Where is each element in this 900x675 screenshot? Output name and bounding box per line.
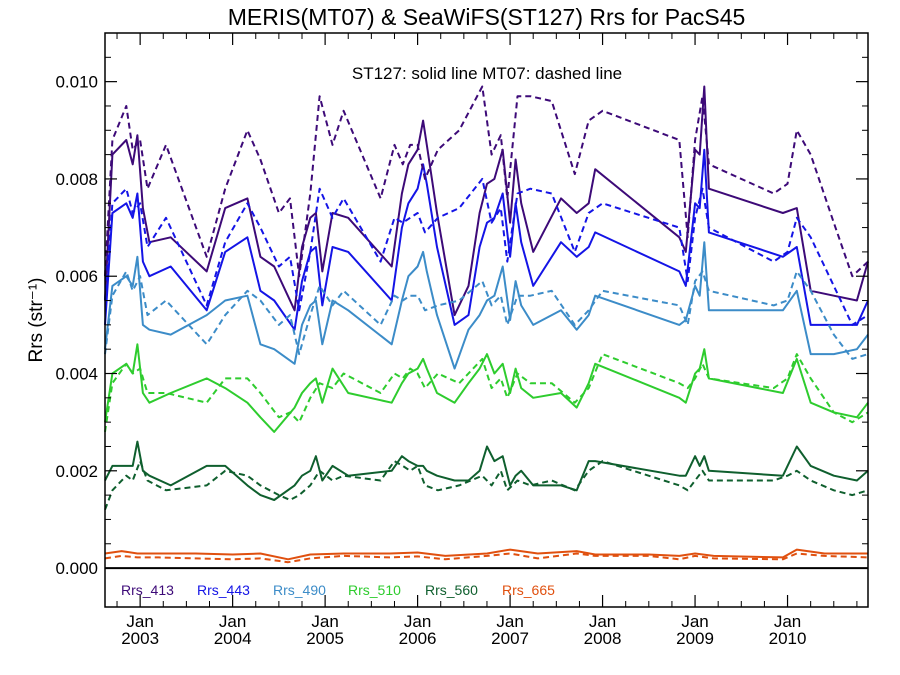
x-tick-month-label: Jan	[311, 612, 338, 631]
y-axis-label: Rrs (str⁻¹)	[26, 278, 47, 363]
series-line-rrs_665-solid	[104, 548, 868, 561]
series-line-rrs_665-dashed	[104, 552, 869, 564]
x-tick-year-label: 2006	[399, 629, 437, 648]
line-style-annotation: ST127: solid line MT07: dashed line	[352, 64, 622, 83]
series-line-rrs_413-dashed	[104, 85, 869, 278]
chart-title: MERIS(MT07) & SeaWiFS(ST127) Rrs for Pac…	[228, 4, 746, 30]
x-tick-year-label: 2007	[491, 629, 529, 648]
y-tick-label: 0.006	[55, 267, 98, 286]
axes-layer: 0.0000.0020.0040.0060.0080.010Jan2003Jan…	[55, 32, 869, 648]
x-tick-month-label: Jan	[219, 612, 246, 631]
legend-item-rrs_560: Rrs_560	[425, 582, 478, 598]
x-tick-year-label: 2009	[676, 629, 714, 648]
legend-item-rrs_413: Rrs_413	[121, 582, 174, 598]
series-line-rrs_490-dashed	[104, 270, 869, 360]
series-line-rrs_560-solid	[104, 440, 869, 501]
x-tick-month-label: Jan	[126, 612, 153, 631]
x-tick-month-label: Jan	[589, 612, 616, 631]
series-layer	[104, 85, 869, 564]
series-line-rrs_560-dashed	[104, 460, 869, 511]
y-tick-label: 0.010	[55, 73, 98, 92]
series-line-rrs_443-solid	[104, 148, 869, 331]
x-tick-month-label: Jan	[496, 612, 523, 631]
x-tick-month-label: Jan	[681, 612, 708, 631]
y-tick-label: 0.002	[55, 462, 98, 481]
x-tick-year-label: 2003	[121, 629, 159, 648]
x-tick-month-label: Jan	[774, 612, 801, 631]
legend-item-rrs_443: Rrs_443	[197, 582, 250, 598]
x-tick-year-label: 2010	[769, 629, 807, 648]
y-tick-label: 0.008	[55, 170, 98, 189]
series-line-rrs_510-dashed	[104, 353, 869, 433]
series-line-rrs_413-solid	[104, 85, 869, 317]
x-tick-year-label: 2005	[306, 629, 344, 648]
series-line-rrs_510-solid	[104, 343, 869, 433]
series-line-rrs_443-dashed	[104, 177, 869, 326]
y-tick-label: 0.000	[55, 559, 98, 578]
legend-item-rrs_490: Rrs_490	[273, 582, 326, 598]
x-tick-year-label: 2008	[584, 629, 622, 648]
x-tick-month-label: Jan	[404, 612, 431, 631]
legend-item-rrs_510: Rrs_510	[348, 582, 401, 598]
y-tick-label: 0.004	[55, 365, 98, 384]
legend: Rrs_413 Rrs_443 Rrs_490 Rrs_510 Rrs_560 Rrs_6…	[121, 582, 555, 598]
legend-item-rrs_665: Rrs_665	[502, 582, 555, 598]
plot-frame	[104, 32, 869, 608]
x-tick-year-label: 2004	[214, 629, 252, 648]
series-line-rrs_490-solid	[104, 241, 869, 370]
